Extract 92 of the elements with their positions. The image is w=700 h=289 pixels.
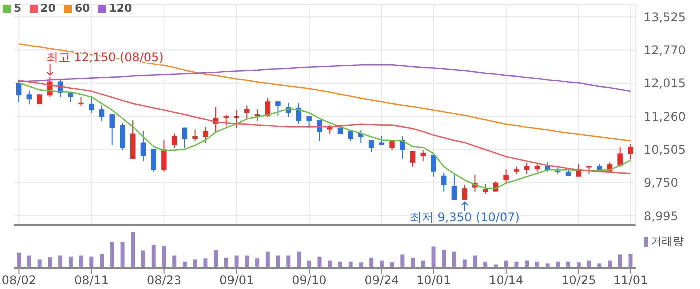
bar — [152, 244, 156, 268]
bar — [276, 256, 280, 268]
bar — [17, 252, 22, 268]
candlestick — [441, 172, 447, 192]
legend-label: 120 — [109, 2, 132, 15]
candlestick — [254, 109, 260, 122]
candlestick — [37, 94, 42, 105]
bar — [442, 250, 446, 268]
bar — [204, 258, 208, 268]
bar — [234, 256, 239, 268]
line-series — [18, 64, 632, 92]
y-tick-label: 12,770 — [644, 43, 686, 58]
legend-label: 5 — [14, 2, 22, 15]
candlestick — [234, 109, 240, 128]
y-tick-label: 11,260 — [644, 110, 686, 124]
candlestick — [182, 127, 188, 149]
bar — [110, 242, 114, 268]
x-tick-label: 08/23 — [147, 274, 182, 288]
candlestick — [99, 105, 105, 122]
candlestick — [618, 146, 623, 168]
y-tick-label: 8,995 — [644, 209, 678, 224]
annotation: 최저 9,350 (10/07) — [410, 210, 520, 224]
candlestick — [452, 172, 458, 201]
candlestick — [462, 184, 468, 201]
candlestick — [88, 96, 94, 114]
candlestick — [317, 120, 322, 142]
legend-label: 60 — [74, 2, 90, 15]
y-tick-label: 10,505 — [644, 142, 686, 157]
candlestick — [172, 133, 178, 149]
bar — [245, 256, 250, 268]
candlestick — [68, 92, 74, 103]
legend-label: 20 — [40, 2, 56, 15]
x-tick-label: 09/01 — [220, 274, 254, 288]
candlestick — [276, 101, 281, 116]
candlestick — [306, 116, 312, 129]
x-tick-label: 08/02 — [2, 274, 36, 288]
bar — [462, 260, 467, 268]
candlestick — [110, 114, 115, 146]
candlestick — [26, 90, 32, 106]
legend-label: 거래량 — [651, 234, 684, 249]
candlestick — [16, 80, 22, 103]
candlestick — [162, 140, 167, 172]
candlestick — [504, 169, 509, 185]
x-tick-label: 10/14 — [489, 274, 524, 288]
bar — [131, 232, 136, 268]
x-tick-label: 09/24 — [364, 274, 400, 288]
candlestick — [244, 105, 250, 120]
bar — [473, 256, 478, 268]
candlestick — [265, 98, 270, 118]
bar — [120, 242, 125, 268]
bar — [266, 252, 270, 268]
bar — [214, 250, 218, 268]
candlestick — [628, 144, 634, 160]
bar — [400, 254, 405, 268]
y-tick-label: 9,750 — [644, 176, 678, 190]
x-tick-label: 08/11 — [74, 274, 110, 288]
bar — [297, 252, 302, 268]
bar — [142, 250, 146, 268]
candlestick — [420, 150, 426, 162]
x-tick-label: 09/10 — [292, 274, 327, 288]
candlestick — [524, 162, 530, 175]
y-tick-label: 13,525 — [644, 10, 686, 24]
candlestick — [431, 154, 436, 178]
bar — [452, 252, 457, 268]
bar — [27, 256, 32, 268]
x-tick-label: 11/01 — [614, 274, 648, 288]
candlestick — [482, 184, 488, 195]
y-tick-label: 12,015 — [644, 76, 686, 91]
candlestick — [348, 130, 354, 142]
bar — [58, 256, 63, 268]
bar — [432, 246, 436, 268]
bar — [38, 260, 42, 268]
line-series — [18, 43, 632, 142]
x-tick-label: 10/01 — [416, 274, 452, 288]
bar — [100, 254, 104, 268]
candlestick — [224, 114, 230, 127]
bar — [162, 246, 166, 268]
candlestick — [140, 130, 146, 162]
candlestick — [151, 148, 156, 172]
bar — [628, 254, 633, 268]
bar — [256, 258, 260, 268]
candlestick — [192, 129, 198, 142]
bar — [286, 256, 291, 268]
bar — [79, 256, 84, 268]
candlestick — [203, 126, 208, 144]
candlestick — [120, 122, 126, 151]
bar — [48, 258, 52, 268]
bar — [193, 260, 198, 268]
candlestick — [410, 150, 416, 168]
bar — [172, 256, 177, 268]
bar — [618, 254, 622, 268]
x-tick-label: 10/25 — [562, 274, 596, 288]
